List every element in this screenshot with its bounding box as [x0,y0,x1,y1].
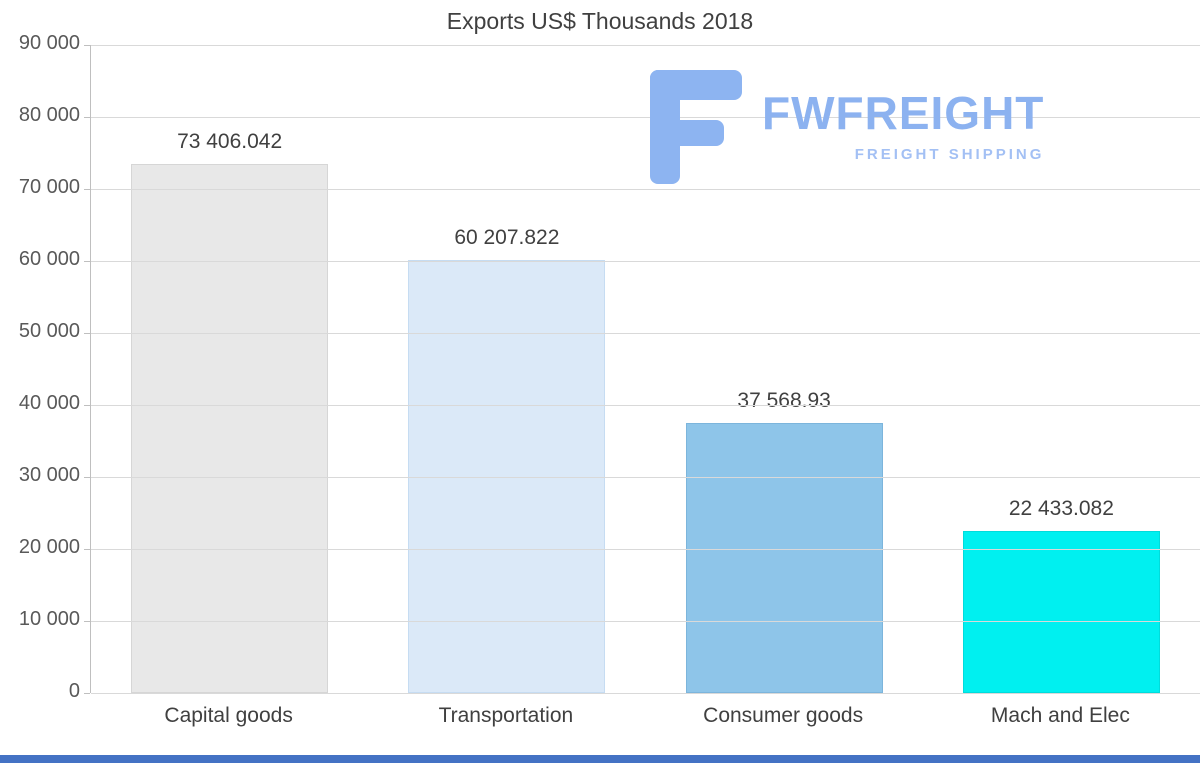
x-category-label: Transportation [438,704,574,727]
gridline [91,45,1200,46]
bar-value-label: 22 433.082 [1008,497,1114,521]
gridline [91,621,1200,622]
y-tick-label: 70 000 [18,176,80,198]
bar-value-label: 60 207.822 [454,225,560,249]
y-tick-mark [84,621,90,622]
bar-value-label: 37 568.93 [737,388,831,412]
bar-group: 73 406.042 [91,45,368,693]
bar-mach-and-elec [962,531,1160,693]
y-tick-label: 80 000 [18,104,80,126]
gridline [91,261,1200,262]
x-category-label: Mach and Elec [990,704,1130,727]
logo-text-block: FWFREIGHT FREIGHT SHIPPING [762,68,1044,163]
bar-capital-goods [131,164,329,693]
gridline [91,549,1200,550]
gridline [91,693,1200,694]
plot-area: 73 406.042 60 207.822 37 568.93 22 433.082 [90,45,1200,694]
y-tick-mark [84,477,90,478]
y-tick-label: 30 000 [18,464,80,486]
bar-group: 37 568.93 [646,45,923,693]
y-tick-mark [84,45,90,46]
y-tick-mark [84,261,90,262]
gridline [91,405,1200,406]
x-axis: Capital goods Transportation Consumer good… [90,704,1199,728]
bar-group: 22 433.082 [923,45,1200,693]
y-tick-label: 0 [68,680,80,702]
gridline [91,333,1200,334]
x-category-label: Capital goods [164,704,293,727]
y-tick-label: 60 000 [18,248,80,270]
footer-bar [0,755,1200,763]
gridline [91,117,1200,118]
y-tick-label: 40 000 [18,392,80,414]
bar-group: 60 207.822 [368,45,645,693]
watermark-logo: FWFREIGHT FREIGHT SHIPPING [648,68,1044,186]
y-tick-label: 20 000 [18,536,80,558]
y-tick-mark [84,333,90,334]
bar-value-label: 73 406.042 [177,130,283,154]
y-axis: 0 10 000 20 000 30 000 40 000 50 000 60 000 70 … [0,0,80,763]
logo-name: FWFREIGHT [762,87,1045,139]
logo-subtitle: FREIGHT SHIPPING [854,146,1045,163]
gridline [91,477,1200,478]
y-tick-mark [84,693,90,694]
bar-consumer-goods [685,422,883,693]
y-tick-mark [84,189,90,190]
x-category-label: Consumer goods [703,704,864,727]
y-tick-label: 90 000 [18,32,80,54]
fwfreight-logo-icon [650,70,742,184]
y-tick-mark [84,405,90,406]
bars-container: 73 406.042 60 207.822 37 568.93 22 433.082 [91,45,1200,693]
y-tick-mark [84,117,90,118]
gridline [91,189,1200,190]
y-tick-label: 10 000 [18,608,80,630]
chart-title: Exports US$ Thousands 2018 [446,8,754,34]
y-tick-mark [84,549,90,550]
bar-transportation [408,259,606,693]
y-tick-label: 50 000 [18,320,80,342]
